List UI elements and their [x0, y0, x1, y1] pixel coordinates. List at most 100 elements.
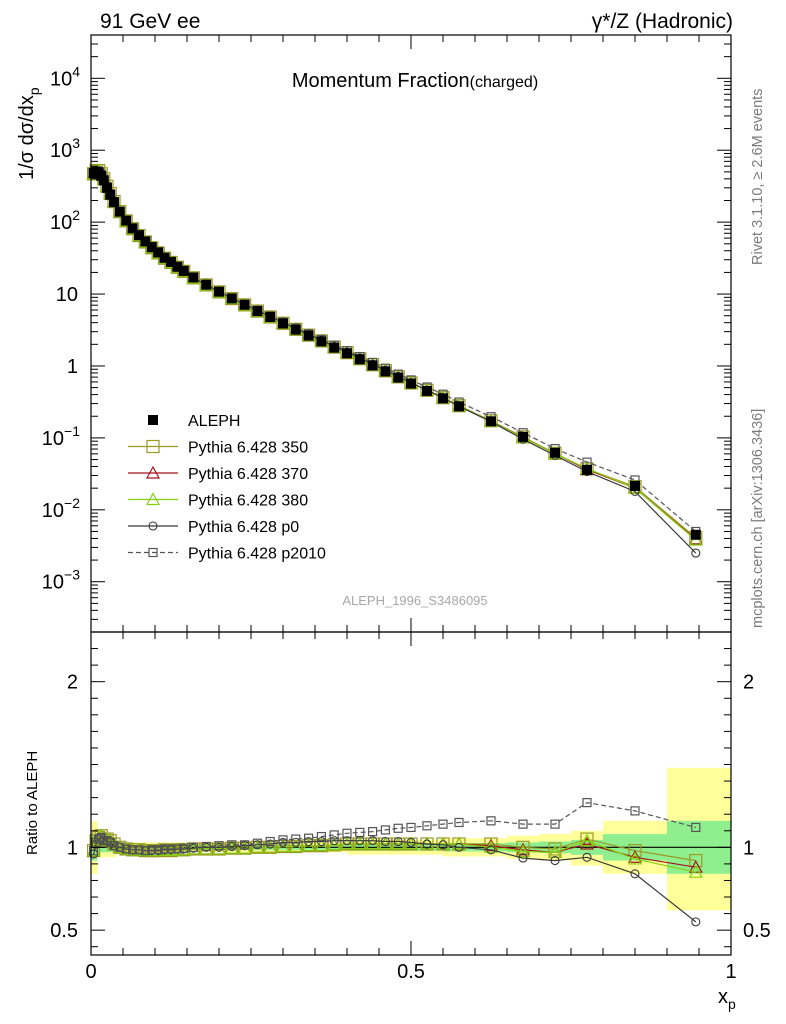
- ratio-point-pythia-6-428-p2010: [406, 822, 416, 833]
- ratio-point-pythia-6-428-380: [275, 839, 291, 853]
- ratio-point-pythia-6-428-p2010: [240, 840, 250, 850]
- main-point-aleph: [146, 242, 157, 253]
- main-y-tick-label-exp: 2: [72, 207, 80, 223]
- ratio-point-pythia-6-428-p2010: [227, 840, 237, 850]
- ratio-point-pythia-6-428-p0: [630, 869, 640, 879]
- main-y-tick-label-exp: −3: [64, 567, 80, 583]
- legend-item-pythia-6-428-380: Pythia 6.428 380: [128, 492, 308, 510]
- rivet-label: Rivet 3.1.10, ≥ 2.6M events: [750, 89, 766, 265]
- ratio-x-tick-label: 0.5: [397, 961, 425, 983]
- main-y-tick-label: 103: [50, 135, 80, 162]
- ratio-point-pythia-6-428-p2010: [179, 843, 189, 853]
- main-y-tick-label-base: 10: [42, 428, 64, 450]
- main-title-suffix: (charged): [470, 74, 538, 91]
- main-point-aleph: [550, 447, 560, 458]
- ratio-point-pythia-6-428-380: [627, 851, 643, 865]
- ratio-point-pythia-6-428-p2010: [304, 833, 314, 843]
- ratio-line-pythia-6-428-p2010: [93, 801, 696, 852]
- legend-marker-pythia-6-428-p0: [148, 521, 158, 531]
- main-point-aleph: [367, 360, 378, 371]
- main-point-aleph: [630, 480, 640, 491]
- ratio-point-pythia-6-428-p2010: [147, 845, 157, 855]
- main-point-aleph: [166, 256, 176, 267]
- ratio-point-pythia-6-428-350: [580, 832, 594, 846]
- ratio-point-pythia-6-428-p2010: [140, 846, 150, 856]
- main-point-aleph: [127, 223, 138, 234]
- ratio-point-pythia-6-428-380: [211, 841, 227, 855]
- ratio-y-tick-label-left: 2: [67, 672, 78, 694]
- ratio-y-tick-label-right: 1: [743, 837, 754, 859]
- ratio-point-pythia-6-428-p2010: [128, 845, 138, 855]
- ratio-point-pythia-6-428-380: [288, 839, 303, 853]
- legend-marker-pythia-6-428-350: [146, 439, 160, 454]
- ratio-point-pythia-6-428-p2010: [109, 841, 119, 851]
- ratio-x-axis-label-sub: p: [728, 996, 736, 1012]
- legend-marker-aleph: [148, 415, 158, 425]
- main-y-tick-label-exp: 4: [72, 63, 80, 79]
- main-point-aleph: [690, 529, 701, 540]
- ratio-x-tick-label: 1: [725, 961, 736, 983]
- main-series-aleph: [88, 166, 701, 540]
- ratio-point-pythia-6-428-380: [237, 840, 252, 854]
- main-point-aleph: [172, 261, 183, 272]
- ratio-point-pythia-6-428-370: [627, 850, 643, 863]
- ratio-point-pythia-6-428-p2010: [102, 836, 112, 846]
- ratio-point-pythia-6-428-p2010: [291, 834, 301, 844]
- main-point-aleph: [98, 175, 109, 186]
- ratio-point-pythia-6-428-p0: [691, 917, 701, 927]
- legend-marker-pythia-6-428-370: [145, 465, 161, 479]
- main-y-tick-label-base: 10: [50, 212, 72, 234]
- main-y-tick-label-base: 10: [56, 284, 78, 306]
- main-point-aleph: [486, 416, 496, 427]
- main-point-aleph: [134, 230, 144, 241]
- main-point-aleph: [201, 279, 212, 290]
- main-point-pythia-6-428-p0: [691, 548, 701, 558]
- ratio-point-pythia-6-428-p2010: [630, 806, 640, 816]
- main-plot-layer: [86, 163, 703, 558]
- main-point-aleph: [316, 336, 327, 347]
- ratio-point-pythia-6-428-380: [199, 841, 214, 855]
- ratio-point-pythia-6-428-350: [516, 840, 530, 854]
- ratio-point-pythia-6-428-p0: [550, 856, 560, 866]
- ratio-point-pythia-6-428-p0: [393, 836, 403, 847]
- ratio-point-pythia-6-428-370: [515, 842, 531, 856]
- ratio-y-tick-label-right: 0.5: [743, 920, 771, 942]
- ratio-point-pythia-6-428-380: [224, 840, 239, 854]
- main-point-aleph: [159, 252, 170, 263]
- legend-label-pythia-6-428-370: Pythia 6.428 370: [188, 466, 308, 483]
- main-point-aleph: [278, 318, 288, 329]
- main-y-tick-label-base: 10: [50, 68, 72, 90]
- ratio-panel: 0.5 0.5 1 1 2 2 0 0.5 1 Ratio to ALEPH xp: [24, 631, 771, 1012]
- ratio-point-pythia-6-428-p0: [582, 852, 592, 862]
- main-point-aleph: [454, 401, 464, 412]
- main-y-tick-label: 10−2: [42, 495, 80, 522]
- main-point-aleph: [178, 265, 189, 276]
- ratio-point-pythia-6-428-p0: [454, 842, 464, 852]
- main-point-aleph: [582, 464, 592, 475]
- main-point-aleph: [102, 182, 112, 193]
- ratio-point-pythia-6-428-p2010: [188, 842, 198, 852]
- main-point-aleph: [121, 215, 132, 226]
- main-y-axis-label-main: 1/σ dσ/dx: [16, 95, 38, 180]
- main-point-aleph: [518, 431, 528, 442]
- ratio-point-pythia-6-428-380: [547, 845, 563, 858]
- main-point-aleph: [380, 366, 391, 377]
- legend-label-pythia-6-428-380: Pythia 6.428 380: [188, 493, 308, 510]
- main-y-tick-label: 1: [67, 356, 78, 378]
- main-point-aleph: [226, 293, 237, 304]
- main-point-aleph: [109, 197, 120, 208]
- ratio-x-tick-label: 0: [85, 961, 96, 983]
- ratio-point-pythia-6-428-p2010: [278, 835, 288, 845]
- legend-item-pythia-6-428-370: Pythia 6.428 370: [128, 465, 308, 483]
- legend-item-pythia-6-428-p2010: Pythia 6.428 p2010: [128, 546, 326, 563]
- main-point-aleph: [342, 348, 352, 359]
- main-y-tick-label-exp: 3: [72, 135, 80, 151]
- main-y-tick-label-base: 10: [50, 140, 72, 162]
- main-y-tick-label: 104: [50, 63, 80, 90]
- ratio-point-pythia-6-428-380: [688, 864, 703, 878]
- main-point-aleph: [354, 354, 365, 365]
- ratio-point-pythia-6-428-380: [391, 836, 406, 850]
- ratio-point-pythia-6-428-p2010: [214, 841, 224, 851]
